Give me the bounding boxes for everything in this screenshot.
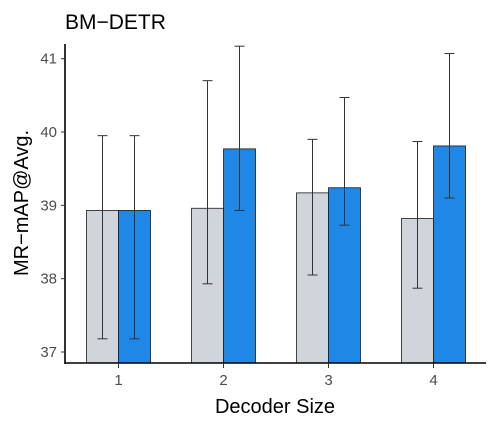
y-ticks-layer: 37 38 39 40 41 <box>40 51 65 361</box>
chart-title: BM−DETR <box>65 11 166 34</box>
x-tick-label-1: 1 <box>114 372 122 389</box>
error-bars-layer <box>97 45 455 340</box>
x-tick-label-3: 3 <box>324 372 332 389</box>
bars-layer <box>86 145 466 364</box>
y-tick-label-39: 39 <box>40 197 57 214</box>
x-tick-label-2: 2 <box>219 372 227 389</box>
y-tick-label-37: 37 <box>40 344 57 361</box>
x-ticks-layer: 1 2 3 4 <box>114 363 438 389</box>
y-tick-label-41: 41 <box>40 51 57 68</box>
x-tick-label-4: 4 <box>429 372 437 389</box>
y-tick-label-40: 40 <box>40 124 57 141</box>
y-axis-label: MR−mAP@Avg. <box>11 130 33 276</box>
x-axis-label: Decoder Size <box>215 396 335 418</box>
y-tick-label-38: 38 <box>40 271 57 288</box>
